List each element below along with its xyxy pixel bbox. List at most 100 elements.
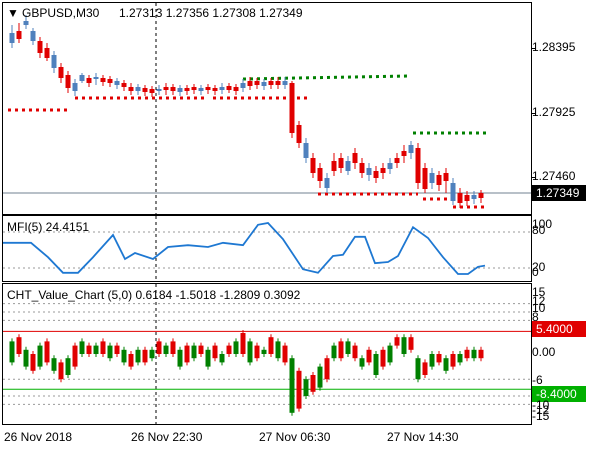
candle-body-10 [72,83,78,91]
cht-bar-11 [79,341,85,354]
cht-bar-18 [128,354,134,367]
cht-bar-64 [450,354,456,367]
mfi-level-80: 80 [532,223,546,237]
candle-body-40 [282,81,288,85]
symbol-caret-icon[interactable]: ▼ [7,6,19,20]
cht-level-minus10: -10 [532,398,550,412]
cht-level-minus12: -12 [532,403,550,417]
cht-level-minus6: -6 [532,373,543,387]
candle-body-57 [401,151,407,156]
resistance-line-4 [242,74,409,81]
candle-body-54 [380,168,386,173]
cht-bar-51 [359,358,365,367]
cht-bar-28 [198,345,204,354]
candle-body-7 [51,55,57,68]
cht-bar-30 [212,345,218,359]
cht-bar-16 [114,345,120,354]
candle-body-58 [408,145,414,153]
candle-body-29 [205,87,211,90]
price-pane[interactable]: ▼ GBPUSD,M30 1.27313 1.27356 1.27308 1.2… [2,2,532,215]
cht-bar-8 [58,362,64,380]
cht-bar-36 [254,345,260,359]
cht-level-0: 0.00 [532,345,556,359]
cht-level-12: 12 [532,294,546,308]
cht-bar-47 [331,345,337,359]
cht-bar-61 [429,354,435,367]
cht-bar-29 [205,349,211,367]
candle-body-55 [387,163,393,169]
cht-bar-22 [156,341,162,354]
mfi-pane[interactable]: MFI(5) 24.4151 [2,215,532,282]
candle-body-52 [366,168,372,175]
candle-body-31 [219,87,225,90]
candle-body-67 [471,195,477,199]
candle-body-60 [422,168,428,189]
price-level-3: 1.27460 [532,169,576,183]
cht-bar-26 [184,345,190,363]
candle-body-26 [184,88,190,91]
candle-body-37 [261,82,267,86]
time-label-4: 27 Nov 14:30 [387,430,459,444]
cht-plot [3,284,531,424]
mfi-line [3,222,486,275]
candle-body-64 [450,183,456,201]
cht-bar-45 [317,366,323,388]
cht-bar-48 [338,341,344,359]
cht-bar-52 [366,349,372,363]
candle-body-65 [457,193,463,203]
candle-body-63 [443,173,449,181]
cht-bar-43 [303,379,309,396]
candle-body-45 [317,168,323,181]
cht-bar-67 [471,349,477,359]
candle-body-53 [373,171,379,178]
cht-bar-3 [23,349,29,367]
candle-body-11 [79,75,85,81]
cht-value-pane[interactable]: CHT_Value_Chart (5,0) 0.6184 -1.5018 -1.… [2,283,532,425]
candle-body-68 [478,193,484,198]
cht-bar-2 [16,337,22,354]
time-label-1: 26 Nov 2018 [4,430,73,444]
cht-bar-33 [233,341,239,354]
time-label-3: 27 Nov 06:30 [259,430,331,444]
cht-bar-50 [352,345,358,359]
candle-body-34 [240,83,246,88]
cht-bar-23 [163,345,169,354]
candle-body-17 [121,83,127,87]
symbol-label: GBPUSD,M30 [22,6,100,20]
candle-body-38 [268,81,274,85]
cht-bar-58 [408,337,414,350]
cht-bar-7 [51,358,57,371]
cht-bar-14 [100,341,106,354]
cht-bar-32 [226,345,232,354]
candle-body-8 [58,67,64,78]
mfi-level-20: 20 [532,260,546,274]
cht-bar-65 [457,354,463,363]
candle-body-20 [142,88,148,92]
candle-body-32 [226,86,232,90]
cht-bar-37 [261,349,267,354]
cht-level-minus15: -15 [532,409,550,423]
cht-bar-49 [345,341,351,354]
cht-bar-25 [177,349,183,367]
cht-bar-15 [107,345,113,359]
cht-bar-20 [142,349,148,363]
candle-body-66 [464,195,470,201]
candle-body-13 [93,77,99,79]
candle-body-44 [310,158,316,173]
mfi-title: MFI(5) 24.4151 [7,220,90,234]
candle-body-30 [212,88,218,91]
cht-bar-62 [436,354,442,363]
candle-body-12 [86,78,92,83]
mfi-plot [3,216,531,281]
candle-body-62 [436,175,442,185]
cht-bar-1 [9,341,15,363]
cht-bar-19 [135,349,141,363]
candle-body-61 [429,173,435,183]
candle-body-33 [233,87,239,91]
price-level-2: 1.27925 [532,105,576,119]
candle-body-9 [65,75,71,88]
cht-bar-5 [37,345,43,367]
candle-body-1 [9,33,15,43]
cht-bar-31 [219,354,225,363]
candle-body-28 [198,88,204,91]
